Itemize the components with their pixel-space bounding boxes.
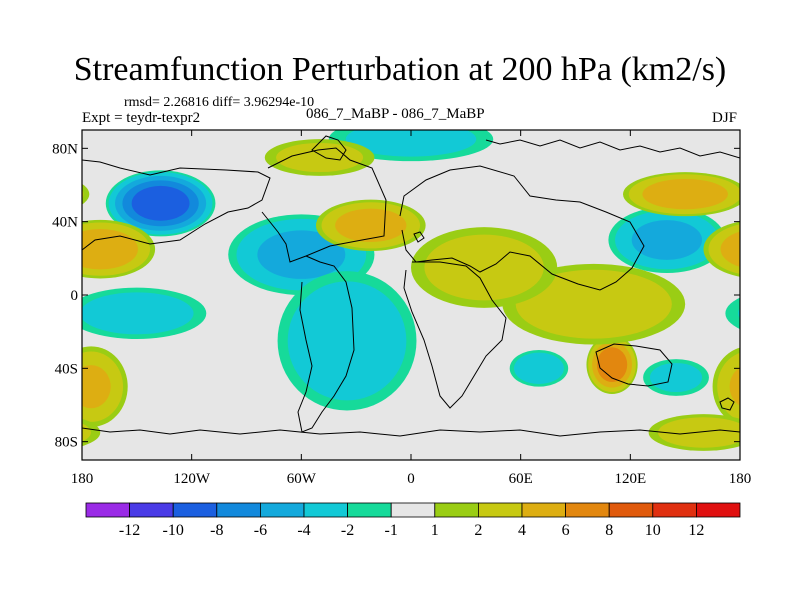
colorbar-label: -12 [119,522,140,539]
x-tick-label: 180 [729,471,752,487]
colorbar-swatch [216,502,261,518]
case-label: 086_7_MaBP - 086_7_MaBP [306,106,485,122]
contour-region [82,365,111,409]
colorbar-label: 4 [518,522,526,539]
contour-region [657,417,740,448]
contour-region [82,189,84,199]
colorbar-label: -6 [254,522,267,539]
colorbar-label: 2 [474,522,482,539]
colorbar-swatch [477,502,523,518]
contour-region [0,179,70,209]
colorbar-swatch [259,502,305,518]
x-tick-label: 120W [173,471,211,487]
colorbar-swatch [565,502,610,518]
colorbar-label: 10 [645,522,661,539]
contour-region [515,269,672,339]
contour-region [82,228,139,270]
contour-region [276,142,364,173]
contour-region [738,308,740,319]
x-tick-label: 60W [287,471,317,487]
colorbar: -12 -10 -8 -6 -4 -2 -1 1 2 4 6 8 10 12 [85,502,741,539]
contour-region [725,297,740,330]
contour-region [596,347,628,383]
y-tick-label: 80N [52,141,78,157]
x-tick-label: 180 [71,471,94,487]
contour-region [631,220,703,260]
season-label: DJF [712,110,738,126]
y-tick-label: 40N [52,215,78,231]
contour-region [257,230,346,279]
colorbar-swatch [347,502,392,518]
colorbar-swatch [303,502,348,518]
colorbar-swatch [129,502,174,518]
contour-region [642,179,728,210]
colorbar-label: -1 [385,522,398,539]
experiment-label: Expt = teydr-texpr2 [82,110,201,126]
x-tick-label: 120E [614,471,646,487]
colorbar-swatch [652,502,697,518]
contour-region [82,292,194,335]
contour-region [729,367,740,406]
contour-region [649,362,703,393]
colorbar-swatch [85,502,130,518]
colorbar-label: -8 [210,522,223,539]
contour-region [720,231,740,267]
coastlines [82,135,740,437]
contour-region [287,281,407,401]
contour-region [513,352,564,384]
colorbar-label: 8 [605,522,613,539]
colorbar-label: -2 [341,522,354,539]
colorbar-swatch [172,502,218,518]
colorbar-label: 1 [431,522,439,539]
contour-region [717,352,740,421]
streamfunction-field [0,130,740,460]
contour-region [345,130,477,157]
colorbar-swatch [608,502,654,518]
colorbar-swatch [390,502,436,518]
contour-region [424,234,544,301]
stats-line: rmsd= 2.26816 diff= 3.96294e-10 [124,95,315,110]
contour-region [82,183,90,205]
chart-title: Streamfunction Perturbation at 200 hPa (… [73,51,727,88]
colorbar-label: -4 [297,522,310,539]
x-tick-label: 0 [407,471,415,487]
y-tick-label: 0 [71,288,79,304]
colorbar-swatch [434,502,479,518]
y-tick-label: 40S [55,361,78,377]
colorbar-label: -10 [163,522,184,539]
contour-region [335,208,407,243]
y-axis: 80N 40N 0 40S 80S [52,141,740,451]
colorbar-label: 12 [688,522,704,539]
x-axis: 180 120W 60W 0 60E 120E 180 [71,130,752,487]
contour-region [82,418,101,447]
y-tick-label: 80S [55,435,78,451]
contour-region [131,185,190,221]
colorbar-swatch [696,502,741,518]
x-tick-label: 60E [509,471,533,487]
colorbar-swatch [521,502,566,518]
colorbar-label: 6 [562,522,570,539]
